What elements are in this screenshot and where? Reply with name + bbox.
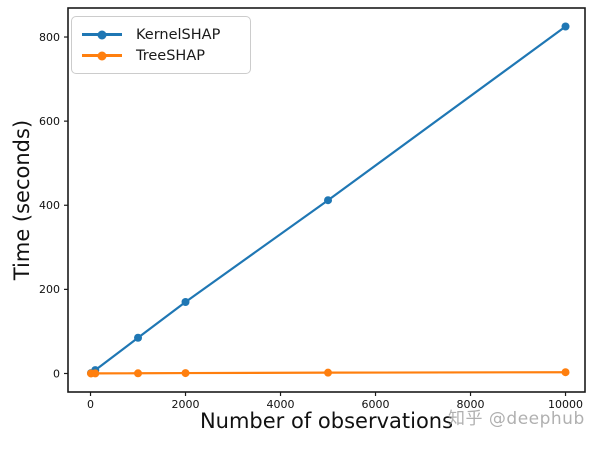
legend-label: KernelSHAP <box>136 26 221 43</box>
series-treeshap-marker <box>181 369 190 378</box>
legend-item-treeshap: TreeSHAP <box>82 45 240 66</box>
x-tick-label: 4000 <box>267 398 295 411</box>
series-kernelshap-marker <box>181 297 190 306</box>
watermark: 知乎 @deephub <box>448 409 585 429</box>
legend-marker-icon <box>97 30 107 39</box>
legend-label: TreeSHAP <box>136 47 205 64</box>
legend-marker-icon <box>97 51 107 60</box>
x-axis-label: Number of observations <box>199 409 454 433</box>
y-tick-label: 400 <box>39 199 60 212</box>
series-treeshap-marker <box>91 369 100 378</box>
y-axis-label: Time (seconds) <box>10 119 34 281</box>
legend: KernelSHAP TreeSHAP <box>71 16 251 74</box>
plot-frame <box>67 7 586 393</box>
x-tick-label: 10000 <box>548 398 583 411</box>
y-tick-label: 800 <box>39 31 60 44</box>
series-kernelshap-marker <box>324 196 333 205</box>
legend-item-kernelshap: KernelSHAP <box>82 24 240 45</box>
legend-line-icon <box>82 30 122 39</box>
y-tick-label: 600 <box>39 115 60 128</box>
x-tick-label: 0 <box>87 398 94 411</box>
series-kernelshap-marker <box>134 333 143 342</box>
y-tick-label: 200 <box>39 283 60 296</box>
series-treeshap-marker <box>324 368 333 377</box>
y-tick-label: 0 <box>53 367 60 380</box>
x-tick-label: 2000 <box>172 398 200 411</box>
series-treeshap-marker <box>561 368 570 377</box>
series-kernelshap-marker <box>561 22 570 31</box>
x-tick-label: 6000 <box>362 398 390 411</box>
series-treeshap-marker <box>134 369 143 378</box>
legend-line-icon <box>82 51 122 60</box>
x-tick-label: 8000 <box>457 398 485 411</box>
